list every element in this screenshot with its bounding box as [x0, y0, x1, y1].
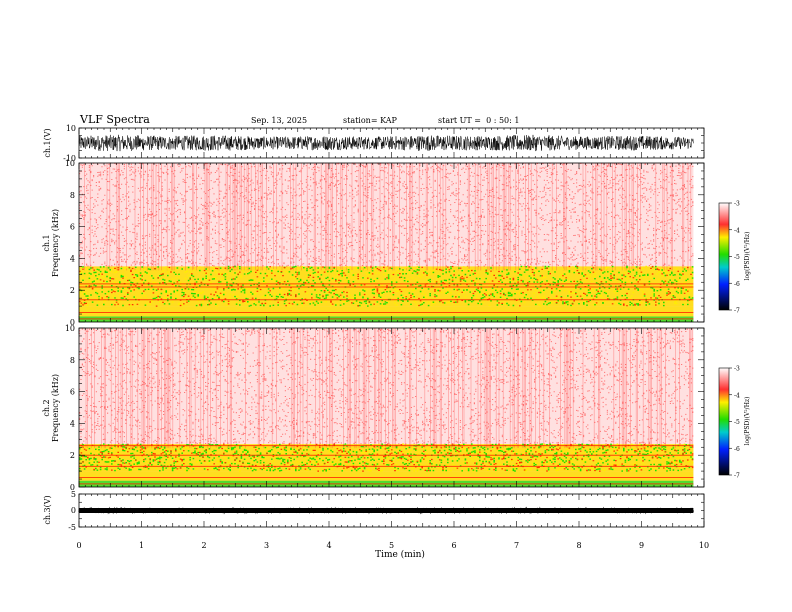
ch2-spectrogram-colorbar-tick-label: -4 [734, 392, 740, 399]
ch1-ytick-top: 10 [66, 124, 76, 133]
ch1-waveform-ylabel: ch.1(V) [43, 128, 52, 157]
time-axis-tick-label: 6 [451, 541, 456, 550]
ch1-waveform-panel: 10 -10 ch.1(V) [43, 124, 705, 163]
ch2-spectrogram-ylabel-channel: ch.2 [42, 399, 51, 416]
ch1-spectrogram-band [79, 163, 694, 267]
ch1-spectrogram-panel: 0 2 4 6 8 10 ch.1 Frequency (kHz) -3 -4 -5 -6 -7 … [42, 159, 751, 327]
ch2-spectrogram-ytick-label: 10 [65, 324, 75, 333]
ch1-spectrogram-ylabel-channel: ch.1 [42, 234, 51, 251]
ch2-spectrogram-band [79, 471, 694, 481]
station-label: station= KAP [343, 116, 398, 125]
ch2-spectrogram-streaks [85, 328, 693, 449]
time-axis-tick-label: 8 [576, 541, 581, 550]
ch1-spectrogram-colorbar-tick-label: -7 [734, 308, 740, 315]
ch3-waveform-ylabel: ch.3(V) [43, 495, 52, 524]
time-axis-tick-label: 1 [139, 541, 144, 550]
ch2-colorbar-gradient [718, 367, 730, 476]
start-time-label: start UT = 0 : 50: 1 [438, 116, 519, 125]
time-axis-tick-label: 2 [201, 541, 206, 550]
ch2-spectrogram-ylabel-frequency: Frequency (kHz) [51, 374, 60, 442]
time-axis-tick-label: 10 [699, 541, 709, 550]
ch3-waveform-panel: 5 0 -5 ch.3(V) [43, 490, 705, 532]
ch2-spectrogram-ytick-label: 0 [70, 483, 75, 492]
ch2-spectrogram-green-patches [79, 443, 694, 472]
ch1-spectrogram-ytick-labels: 0 2 4 6 8 10 [65, 159, 75, 327]
ch2-spectrogram-colorbar-tick-label: -3 [734, 366, 740, 373]
ch2-spectrogram-colorbar-tick-label: -7 [734, 473, 740, 480]
ch2-spectrogram-ytick-label: 8 [70, 356, 75, 365]
ch1-waveform-line [78, 134, 694, 152]
ch2-colorbar-ticks: -3 -4 -5 -6 -7 [729, 366, 740, 480]
date-label: Sep. 13, 2025 [251, 116, 307, 125]
chart-title: VLF Spectra [79, 113, 150, 126]
ch1-spectrogram-ticks [78, 162, 705, 323]
ch1-colorbar-gradient [718, 202, 730, 311]
ch3-ytick-middle: 0 [71, 506, 76, 515]
ch1-spectrogram-ytick-label: 6 [70, 223, 75, 232]
ch1-spectrogram-colorbar-tick-label: -5 [734, 254, 740, 261]
ch2-colorbar: -3 -4 -5 -6 -7 log(PSD)(V²/Hz) [718, 366, 751, 480]
ch1-spectrogram-ytick-label: 4 [70, 254, 75, 263]
ch1-spectrogram-colorbar-tick-label: -3 [734, 201, 740, 208]
ch1-spectrogram-speckle [79, 162, 694, 267]
time-axis-tick-label: 0 [76, 541, 81, 550]
ch1-colorbar-ticks: -3 -4 -5 -6 -7 [729, 201, 740, 315]
time-axis-tick-label: 9 [639, 541, 644, 550]
ch2-spectrogram-band [79, 328, 694, 445]
ch1-spectrogram-ytick-label: 10 [65, 159, 75, 168]
ch1-colorbar-label: log(PSD)(V²/Hz) [744, 232, 751, 281]
ch2-spectrogram-ytick-labels: 0 2 4 6 8 10 [65, 324, 75, 492]
ch2-spectrogram-speckle [79, 327, 694, 445]
ch1-ytick-bottom: -10 [63, 154, 76, 163]
ch1-spectrogram-colorbar-tick-label: -6 [734, 281, 740, 288]
time-axis-tick-label: 4 [326, 541, 331, 550]
ch2-spectrogram-panel: 0 2 4 6 8 10 ch.2 Frequency (kHz) -3 -4 -5 -6 -7 … [42, 324, 751, 492]
ch2-spectrogram-image [79, 327, 694, 487]
ch3-waveform-ticks [78, 493, 705, 528]
ch1-waveform-trace [78, 134, 694, 152]
ch3-ytick-top: 5 [71, 490, 76, 499]
ch3-ytick-bottom: -5 [68, 523, 76, 532]
ch2-spectrogram-colorbar-tick-label: -6 [734, 446, 740, 453]
ch2-spectrogram-ytick-label: 4 [70, 419, 75, 428]
ch1-spectrogram-ylabel-frequency: Frequency (kHz) [51, 209, 60, 277]
ch1-spectrogram-image [79, 162, 694, 322]
ch1-spectrogram-colorbar-tick-label: -4 [734, 227, 740, 234]
ch2-spectrogram-ytick-label: 2 [70, 451, 75, 460]
time-axis-tick-label: 3 [264, 541, 269, 550]
ch2-colorbar-label: log(PSD)(V²/Hz) [744, 397, 751, 446]
ch2-spectrogram-colorbar-tick-label: -5 [734, 419, 740, 426]
time-axis-tick-label: 5 [389, 541, 394, 550]
ch1-spectrogram-ytick-label: 0 [70, 318, 75, 327]
time-axis-tick-labels: 0 1 2 3 4 5 6 7 8 9 10 [76, 541, 709, 550]
time-axis-tick-label: 7 [514, 541, 519, 550]
time-axis-label: Time (min) [375, 549, 425, 560]
ch1-waveform-ticks [78, 127, 705, 159]
ch1-spectrogram-ytick-label: 2 [70, 286, 75, 295]
ch3-waveform-trace [78, 506, 694, 515]
ch1-spectrogram-band [79, 306, 694, 317]
ch2-spectrogram-ticks [78, 327, 705, 488]
ch1-spectrogram-ytick-label: 8 [70, 191, 75, 200]
ch1-colorbar: -3 -4 -5 -6 -7 log(PSD)(V²/Hz) [718, 201, 751, 315]
ch2-spectrogram-ytick-label: 6 [70, 388, 75, 397]
